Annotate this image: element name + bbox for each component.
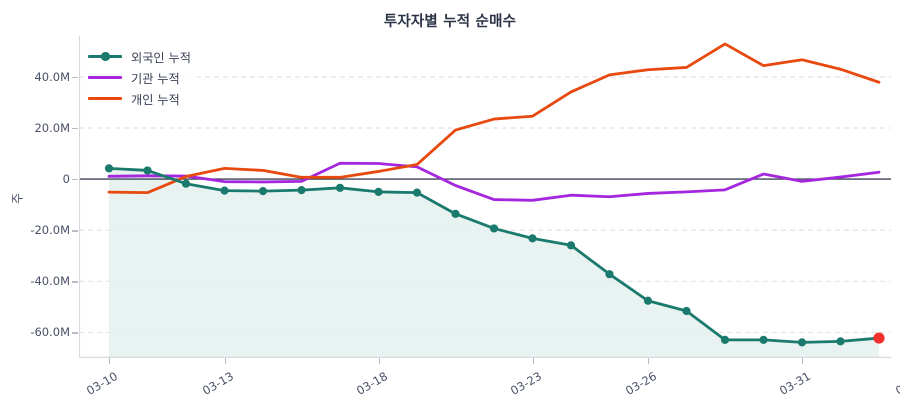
data-point-marker bbox=[643, 296, 653, 305]
x-tick-label: 03-13 bbox=[199, 369, 236, 398]
legend-label: 외국인 누적 bbox=[131, 50, 191, 65]
data-point-marker bbox=[143, 166, 152, 175]
y-tick-label: -60.0M bbox=[30, 325, 70, 340]
x-tick-label: 03-18 bbox=[353, 369, 390, 398]
data-point-marker bbox=[412, 188, 422, 197]
legend-item-1[interactable]: 기관 누적 bbox=[88, 67, 191, 88]
data-point-marker bbox=[181, 179, 191, 188]
y-tick-mark bbox=[72, 179, 78, 181]
data-point-marker bbox=[566, 241, 576, 250]
page-title: 투자자별 누적 순매수 bbox=[383, 14, 517, 30]
data-point-marker bbox=[220, 186, 229, 195]
legend-item-0[interactable]: 외국인 누적 bbox=[88, 46, 191, 67]
y-axis-ticks: 40.0M 20.0M 0 -20.0M -40.0M -60.0M bbox=[0, 0, 78, 420]
y-tick-mark bbox=[72, 230, 78, 232]
y-tick-mark bbox=[72, 76, 78, 79]
y-tick-label: 0 bbox=[62, 172, 70, 187]
data-point-marker bbox=[720, 335, 730, 344]
last-data-point-marker bbox=[873, 332, 885, 344]
y-tick-label: -20.0M bbox=[30, 223, 70, 238]
data-point-marker bbox=[528, 234, 537, 243]
data-point-marker bbox=[451, 209, 460, 218]
data-point-marker bbox=[682, 306, 691, 316]
x-tick-label: 03-23 bbox=[507, 369, 544, 398]
plot-area bbox=[79, 36, 891, 358]
data-point-marker bbox=[797, 338, 807, 347]
y-tick-label: -40.0M bbox=[30, 274, 70, 289]
legend-label: 개인 누적 bbox=[131, 92, 180, 107]
data-point-marker bbox=[335, 183, 345, 192]
legend-swatch-icon bbox=[88, 71, 122, 85]
data-point-marker bbox=[759, 335, 768, 344]
x-tick-mark bbox=[224, 358, 226, 364]
series-line-2 bbox=[107, 42, 881, 195]
x-tick-label: 03-31 bbox=[777, 369, 813, 398]
data-point-marker bbox=[104, 164, 114, 173]
x-tick-label: 03-10 bbox=[84, 369, 120, 398]
y-tick-mark bbox=[72, 128, 78, 130]
y-tick-mark bbox=[72, 281, 78, 283]
legend-swatch-icon bbox=[88, 50, 122, 64]
y-tick-label: 20.0M bbox=[34, 121, 70, 135]
data-point-marker bbox=[605, 270, 614, 279]
legend-item-2[interactable]: 개인 누적 bbox=[88, 88, 191, 109]
data-point-marker bbox=[489, 224, 499, 233]
x-tick-label: 03-26 bbox=[623, 369, 659, 398]
data-point-marker bbox=[374, 187, 383, 196]
plot-svg bbox=[79, 36, 891, 358]
x-tick-mark bbox=[802, 358, 804, 364]
legend-label: 기관 누적 bbox=[131, 71, 180, 86]
x-tick-mark bbox=[532, 358, 534, 364]
data-point-marker bbox=[258, 187, 268, 196]
data-point-marker bbox=[297, 186, 306, 195]
legend-swatch-icon bbox=[88, 92, 122, 106]
x-tick-mark bbox=[109, 358, 111, 364]
series-line-1 bbox=[107, 161, 881, 202]
x-tick-mark bbox=[648, 358, 650, 364]
data-point-marker bbox=[836, 337, 845, 346]
x-tick-mark bbox=[378, 358, 380, 364]
y-tick-label: 40.0M bbox=[34, 69, 70, 84]
x-tick-label: 04-03 bbox=[892, 369, 900, 398]
y-tick-mark bbox=[72, 332, 78, 334]
